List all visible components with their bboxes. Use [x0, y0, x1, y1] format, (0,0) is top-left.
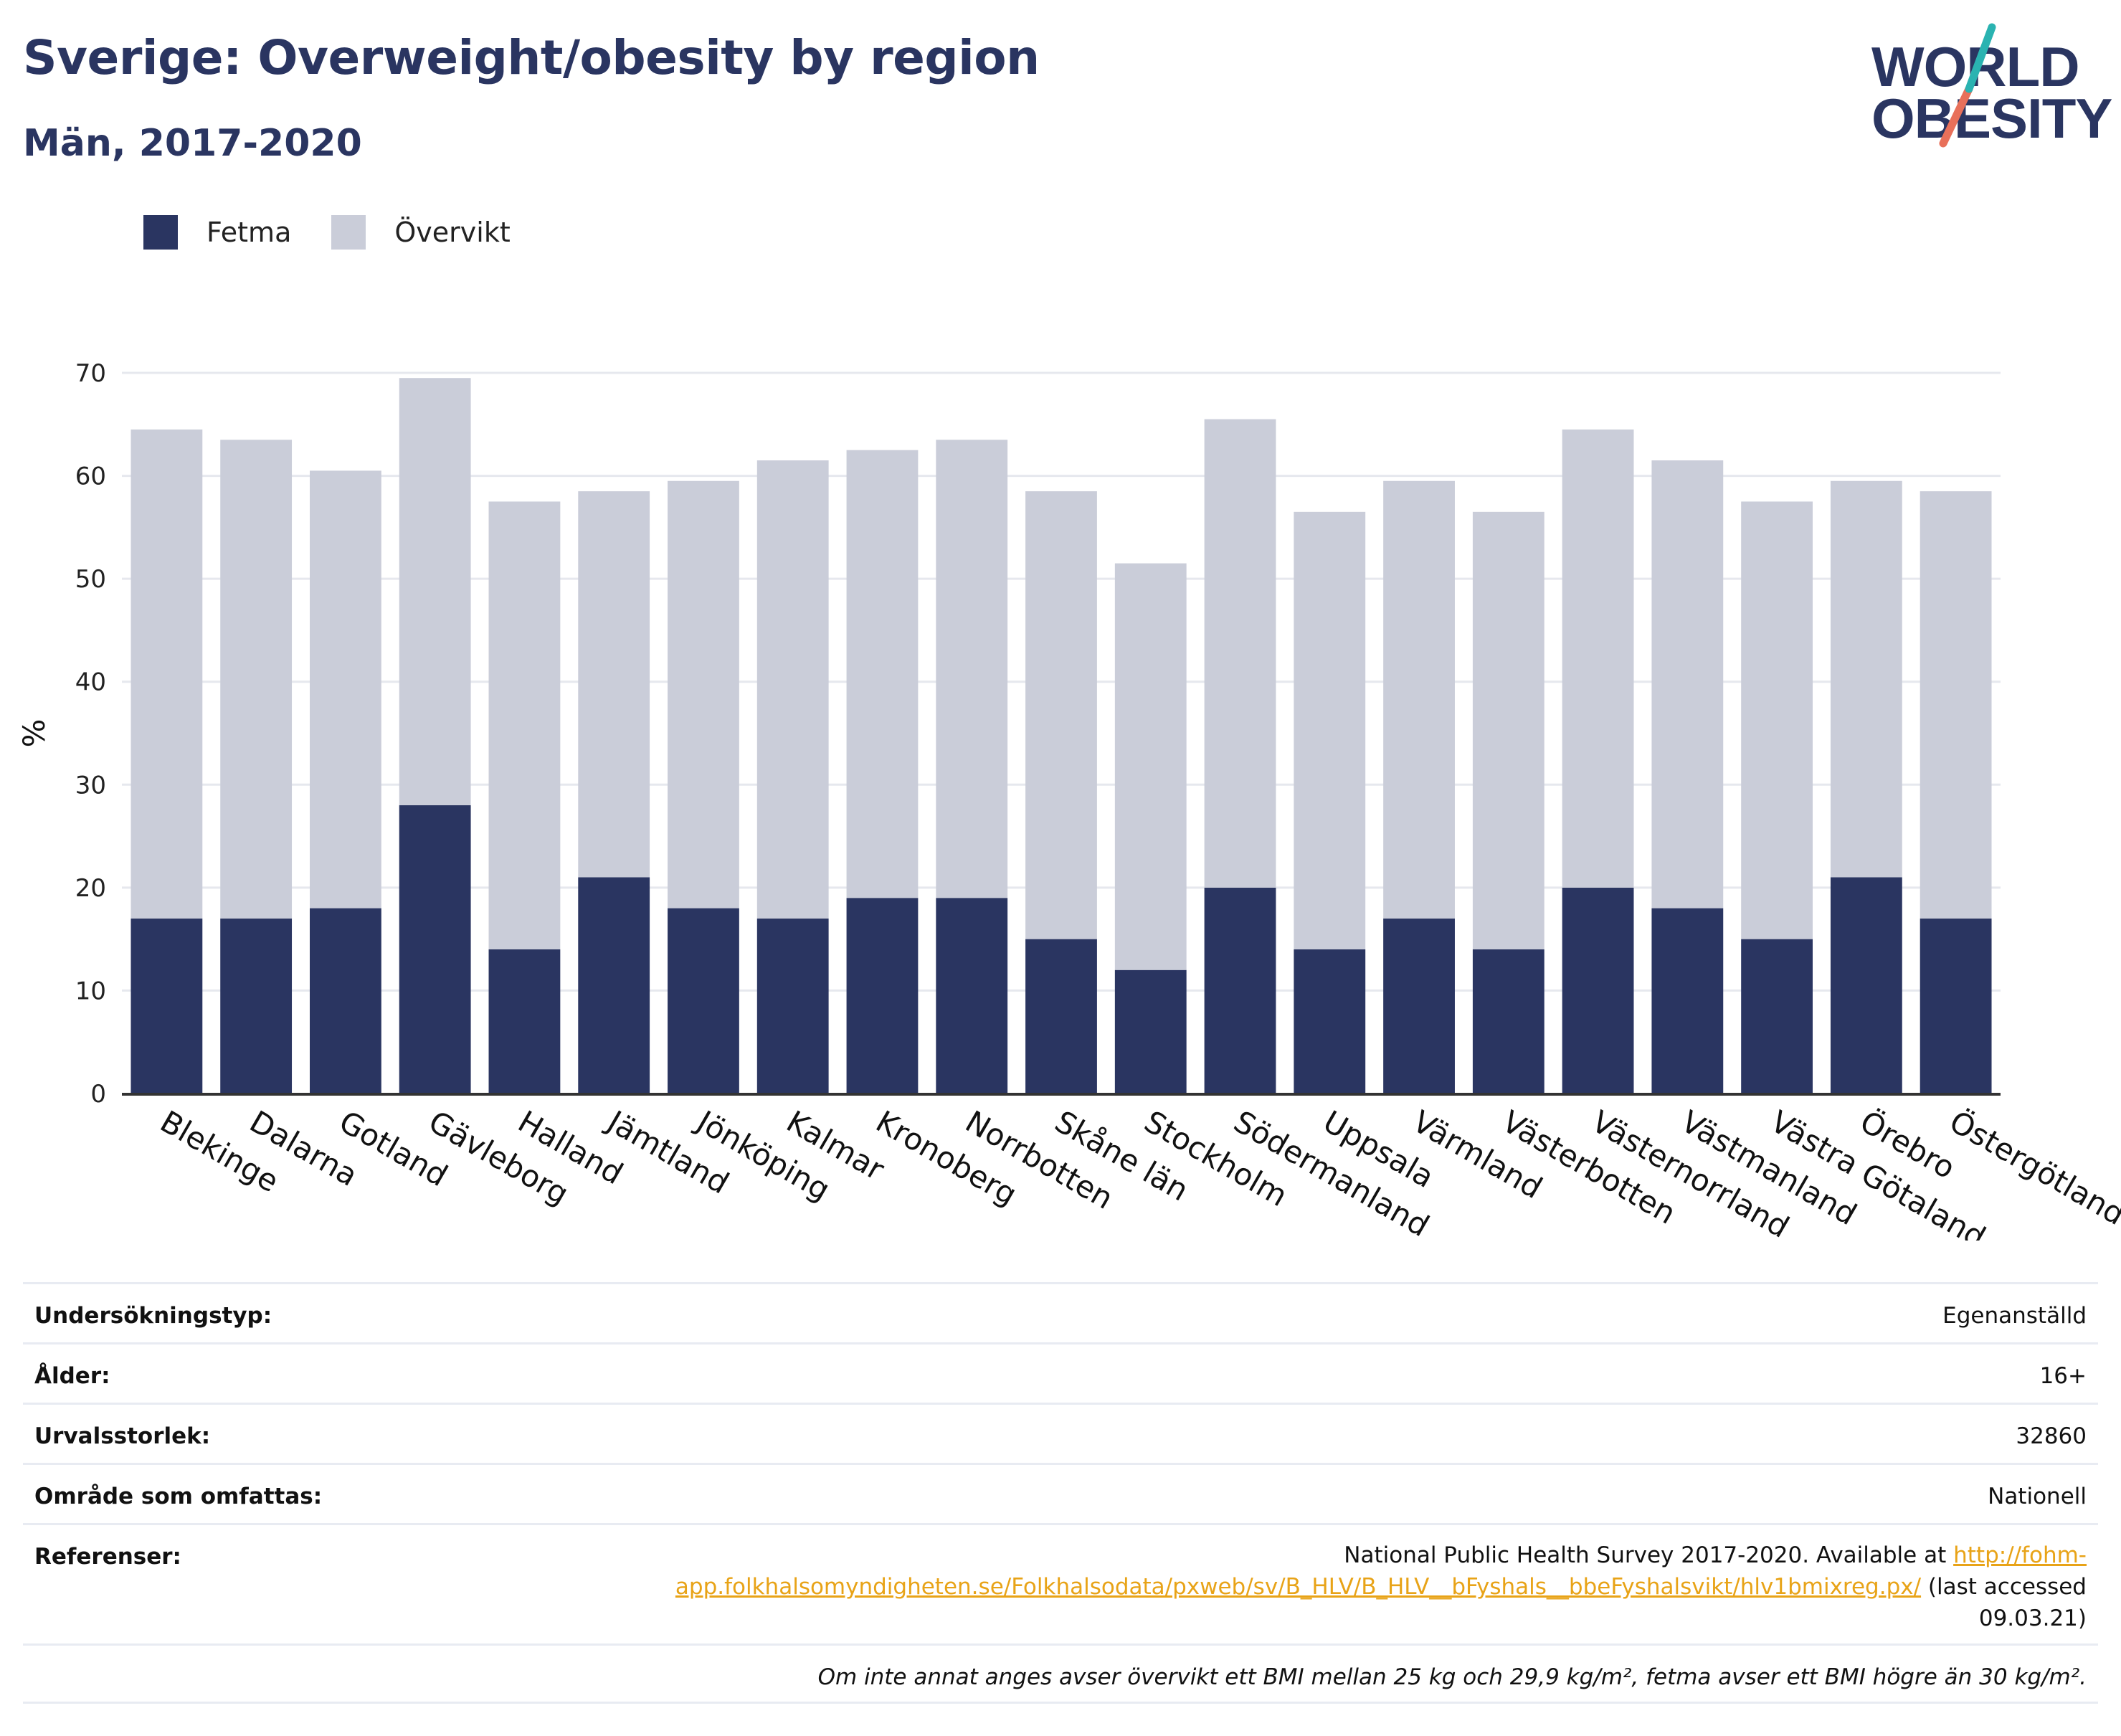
y-tick-label: 50: [75, 565, 106, 594]
bar-overvikt: [1651, 460, 1724, 909]
logo-slash-icon: [1939, 23, 1996, 148]
y-tick-label: 20: [75, 874, 106, 903]
bar-overvikt: [220, 440, 293, 919]
bar-fetma: [1830, 877, 1902, 1094]
info-row-note: Om inte annat anges avser övervikt ett B…: [23, 1643, 2098, 1704]
bar-fetma: [1741, 939, 1813, 1094]
bar-fetma: [220, 918, 293, 1094]
coverage-value: Nationell: [1988, 1484, 2087, 1509]
legend-label-fetma: Fetma: [207, 217, 292, 248]
logo-word-obesity: OBESITY: [1871, 87, 2112, 150]
y-tick-label: 60: [75, 463, 106, 491]
survey-type-value: Egenanställd: [1942, 1303, 2087, 1329]
bar-overvikt: [936, 440, 1008, 898]
sample-size-value: 32860: [2016, 1423, 2087, 1449]
y-tick-label: 0: [90, 1080, 106, 1109]
bar-fetma: [1472, 949, 1545, 1094]
y-axis-title: %: [16, 719, 52, 748]
bar-overvikt: [756, 460, 829, 919]
bar-fetma: [131, 918, 203, 1094]
bar-overvikt: [1383, 480, 1455, 919]
chart-title: Sverige: Overweight/obesity by region: [23, 30, 1040, 85]
bar-fetma: [1025, 939, 1097, 1094]
bar-fetma: [488, 949, 561, 1094]
references-text-after: (last accessed 09.03.21): [1921, 1574, 2087, 1631]
survey-info-table: Undersökningstyp: Egenanställd Ålder: 16…: [23, 1282, 2098, 1704]
legend-swatch-overvikt: [331, 215, 366, 250]
y-tick-label: 10: [75, 977, 106, 1005]
age-value: 16+: [2039, 1363, 2087, 1389]
survey-type-label: Undersökningstyp:: [34, 1303, 272, 1329]
age-label: Ålder:: [34, 1363, 110, 1389]
bar-overvikt: [846, 450, 919, 898]
legend-item-overvikt[interactable]: Övervikt: [331, 215, 511, 250]
bar-fetma: [310, 908, 381, 1094]
world-obesity-logo: WORLD OBESITY: [1871, 20, 2112, 156]
bar-fetma: [1920, 918, 1992, 1094]
bar-overvikt: [1114, 563, 1187, 970]
bar-fetma: [936, 898, 1008, 1094]
bar-overvikt: [1204, 419, 1276, 888]
bar-fetma: [1562, 887, 1634, 1094]
bar-overvikt: [1920, 491, 1992, 919]
bar-fetma: [1204, 887, 1276, 1094]
legend-item-fetma[interactable]: Fetma: [143, 215, 291, 250]
sample-size-label: Urvalsstorlek:: [34, 1423, 211, 1449]
bar-fetma: [578, 877, 650, 1094]
references-label: Referenser:: [34, 1544, 181, 1570]
info-row-coverage: Område som omfattas: Nationell: [23, 1463, 2098, 1523]
bar-overvikt: [1741, 501, 1813, 939]
bar-fetma: [1651, 908, 1724, 1094]
bar-overvikt: [310, 470, 381, 909]
chart-legend: Fetma Övervikt: [143, 212, 551, 252]
info-row-age: Ålder: 16+: [23, 1342, 2098, 1403]
bar-overvikt: [488, 501, 561, 949]
references-text-before: National Public Health Survey 2017-2020.…: [1344, 1542, 1954, 1568]
bar-fetma: [668, 908, 739, 1094]
references-value: National Public Health Survey 2017-2020.…: [653, 1540, 2087, 1634]
y-tick-label: 30: [75, 771, 106, 800]
bar-fetma: [399, 805, 471, 1094]
bar-overvikt: [578, 491, 650, 878]
y-tick-label: 70: [75, 359, 106, 388]
bmi-definition-note: Om inte annat anges avser övervikt ett B…: [817, 1664, 2087, 1690]
bar-overvikt: [1830, 480, 1902, 878]
bar-fetma: [1294, 949, 1366, 1094]
chart-subtitle: Män, 2017-2020: [23, 122, 362, 165]
bar-overvikt: [131, 429, 203, 919]
bar-fetma: [1383, 918, 1455, 1094]
bar-overvikt: [1472, 511, 1545, 949]
bar-overvikt: [399, 378, 471, 805]
legend-label-overvikt: Övervikt: [394, 217, 511, 248]
bar-fetma: [846, 898, 919, 1094]
bar-overvikt: [1025, 491, 1097, 939]
bar-overvikt: [1562, 429, 1634, 888]
bar-fetma: [756, 918, 829, 1094]
references-link[interactable]: http://fohm-app.folkhalsomyndigheten.se/…: [675, 1542, 2087, 1600]
bar-overvikt: [1294, 511, 1366, 949]
info-row-survey-type: Undersökningstyp: Egenanställd: [23, 1282, 2098, 1342]
coverage-label: Område som omfattas:: [34, 1484, 323, 1509]
stacked-bar-chart: 010203040506070%BlekingeDalarnaGotlandGä…: [16, 359, 2121, 1241]
y-tick-label: 40: [75, 668, 106, 697]
bar-overvikt: [668, 480, 739, 909]
info-row-sample-size: Urvalsstorlek: 32860: [23, 1403, 2098, 1463]
info-row-references: Referenser: National Public Health Surve…: [23, 1523, 2098, 1643]
legend-swatch-fetma: [143, 215, 178, 250]
bar-fetma: [1114, 969, 1187, 1094]
